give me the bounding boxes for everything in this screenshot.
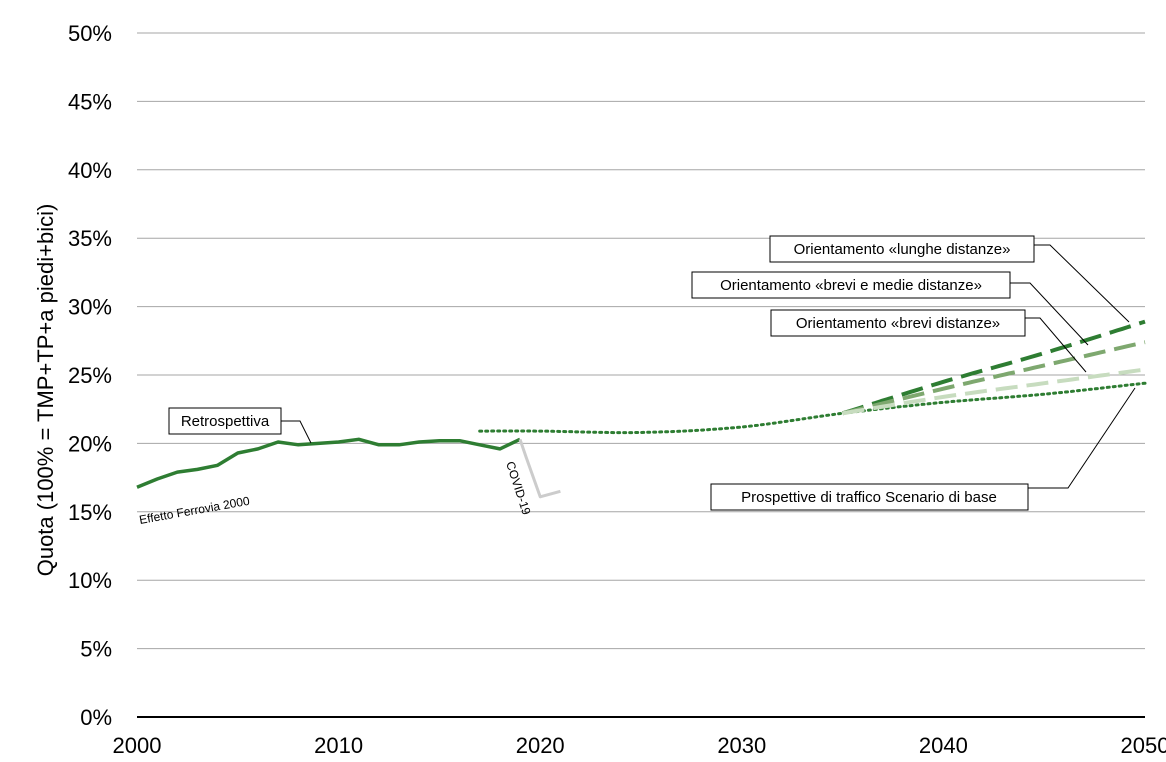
y-tick-label: 20% xyxy=(68,431,112,456)
y-tick-label: 45% xyxy=(68,89,112,114)
series-brevi xyxy=(842,367,1146,416)
series-lunghe xyxy=(841,319,1146,416)
y-tick-label: 0% xyxy=(80,705,112,730)
series-retrospettiva xyxy=(136,437,521,489)
series-medie xyxy=(842,340,1146,416)
x-tick-label: 2040 xyxy=(919,733,968,758)
medie-callout: Orientamento «brevi e medie distanze» xyxy=(691,271,1089,346)
y-tick-label: 15% xyxy=(68,500,112,525)
brevi-callout: Orientamento «brevi distanze» xyxy=(770,309,1087,373)
x-tick-labels: 2000 2010 2020 2030 2040 2050 xyxy=(113,733,1166,758)
y-axis-label: Quota (100% = TMP+TP+a piedi+bici) xyxy=(33,204,58,577)
y-tick-labels: 0% 5% 10% 15% 20% 25% 30% 35% 40% 45% 50% xyxy=(68,21,112,730)
x-tick-label: 2030 xyxy=(717,733,766,758)
x-tick-label: 2000 xyxy=(113,733,162,758)
y-tick-label: 25% xyxy=(68,363,112,388)
x-tick-label: 2010 xyxy=(314,733,363,758)
x-tick-label: 2050 xyxy=(1121,733,1166,758)
lunghe-label: Orientamento «lunghe distanze» xyxy=(794,241,1011,258)
y-tick-label: 50% xyxy=(68,21,112,46)
y-tick-label: 30% xyxy=(68,295,112,320)
y-tick-label: 40% xyxy=(68,158,112,183)
lunghe-callout: Orientamento «lunghe distanze» xyxy=(769,235,1130,323)
brevi-label: Orientamento «brevi distanze» xyxy=(796,315,1000,332)
grid-lines xyxy=(137,32,1145,650)
medie-label: Orientamento «brevi e medie distanze» xyxy=(720,277,982,294)
y-tick-label: 10% xyxy=(68,568,112,593)
retrospettiva-callout: Retrospettiva xyxy=(168,407,312,444)
series-base xyxy=(478,381,1147,435)
base-label: Prospettive di traffico Scenario di base xyxy=(741,489,997,506)
ferrovia-annotation: Effetto Ferrovia 2000 xyxy=(138,494,251,527)
series-covid xyxy=(518,438,561,499)
y-tick-label: 5% xyxy=(80,637,112,662)
base-callout: Prospettive di traffico Scenario di base xyxy=(710,387,1136,511)
retrospettiva-label: Retrospettiva xyxy=(181,413,270,430)
y-tick-label: 35% xyxy=(68,226,112,251)
x-tick-label: 2020 xyxy=(516,733,565,758)
series-lines xyxy=(136,319,1147,499)
